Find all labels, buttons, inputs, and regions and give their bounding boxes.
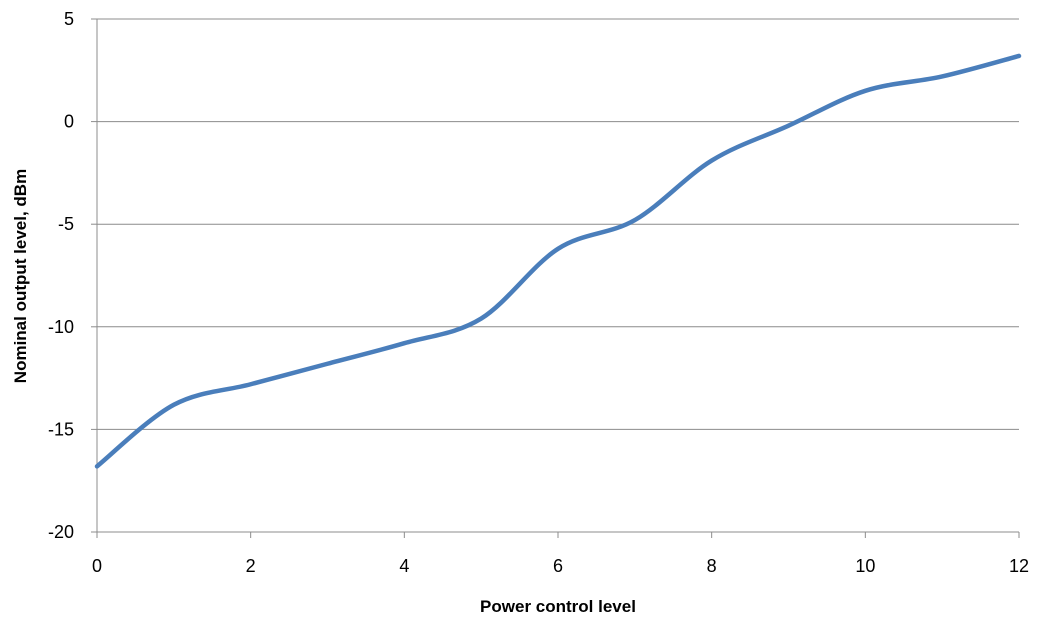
y-tick-label: -15 <box>48 419 74 439</box>
x-tick-label: 0 <box>92 556 102 576</box>
x-tick-label: 4 <box>399 556 409 576</box>
y-tick-label: 0 <box>64 112 74 132</box>
y-tick-label: 5 <box>64 9 74 29</box>
grid-lines <box>97 18 1019 430</box>
series-line <box>94 53 1022 469</box>
x-tick-label: 6 <box>553 556 563 576</box>
x-tick-label: 10 <box>855 556 875 576</box>
y-tick-labels: 5 0 -5 -10 -15 -20 <box>48 9 74 542</box>
axes <box>91 18 1020 538</box>
y-tick-label: -20 <box>48 522 74 542</box>
x-tick-label: 12 <box>1009 556 1029 576</box>
x-tick-label: 8 <box>707 556 717 576</box>
y-tick-label: -10 <box>48 317 74 337</box>
series-layer <box>94 53 1022 469</box>
x-axis-title: Power control level <box>480 597 636 616</box>
y-axis-title: Nominal output level, dBm <box>11 169 30 383</box>
y-tick-label: -5 <box>58 214 74 234</box>
x-tick-label: 2 <box>246 556 256 576</box>
x-tick-labels: 0 2 4 6 8 10 12 <box>92 556 1029 576</box>
